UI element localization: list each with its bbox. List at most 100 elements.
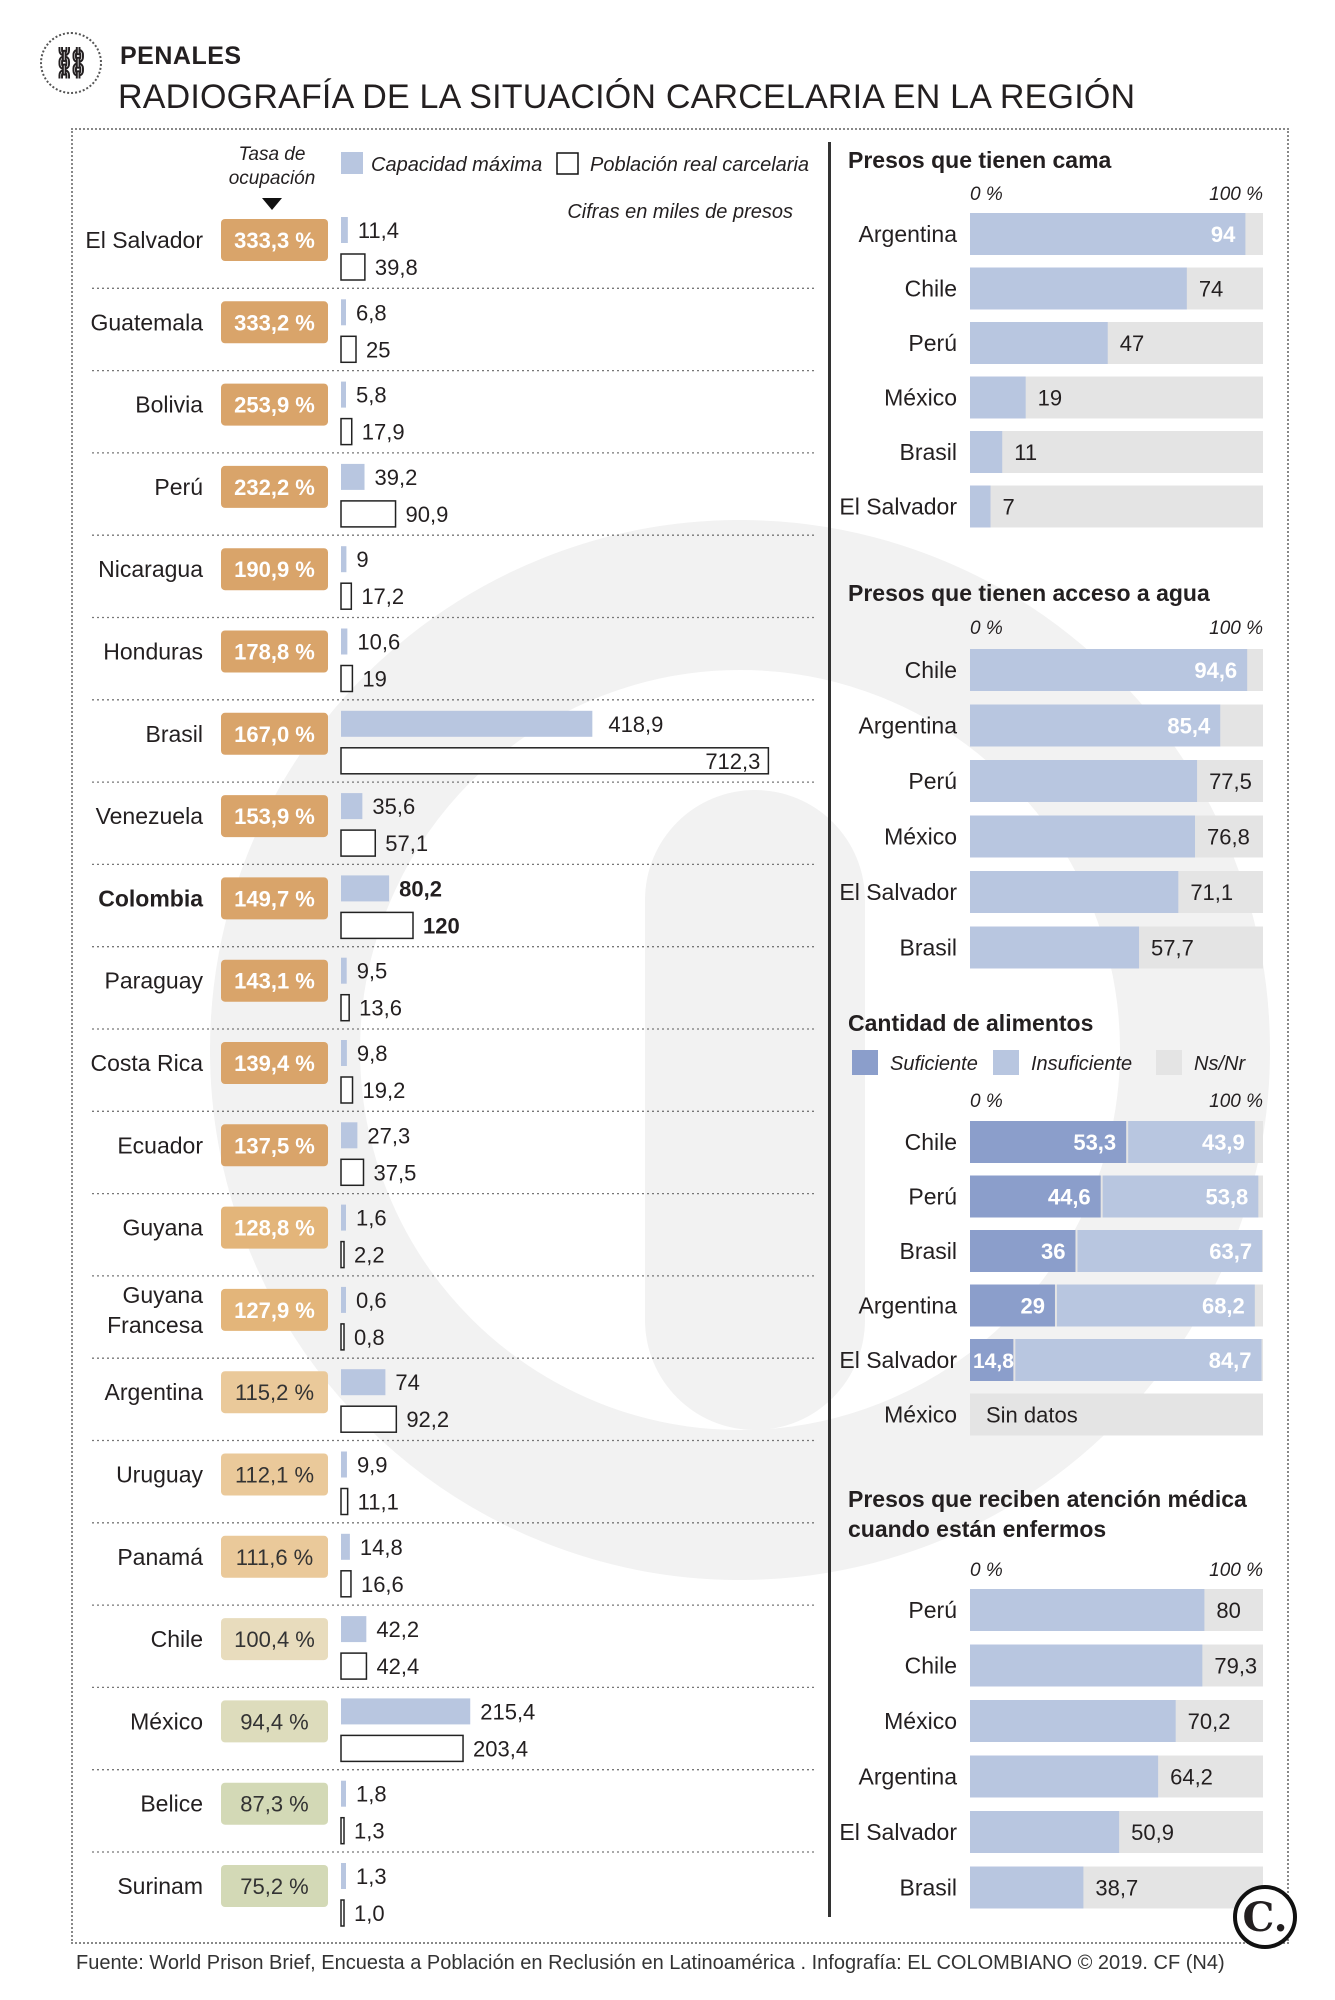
- units-note: Cifras en miles de presos: [567, 201, 793, 223]
- country-label: México: [884, 824, 957, 850]
- legend-swatch-nsnr: [1156, 1050, 1182, 1075]
- population-label: 92,2: [406, 1407, 449, 1432]
- rate-value: 94,4 %: [240, 1709, 309, 1734]
- legend-swatch-population: [556, 152, 579, 175]
- country-label: El Salvador: [839, 494, 957, 520]
- value-bar: [970, 1755, 1159, 1798]
- rate-value: 100,4 %: [234, 1627, 315, 1652]
- panel-title: Presos que tienen acceso a agua: [848, 580, 1210, 606]
- legend-label-population: Población real carcelaria: [590, 154, 809, 176]
- population-label: 712,3: [705, 749, 760, 774]
- capacity-bar: [341, 1369, 386, 1396]
- value-label: 47: [1120, 331, 1144, 356]
- sort-arrow-icon: [262, 198, 282, 210]
- insufficient-label: 43,9: [1202, 1130, 1245, 1155]
- capacity-label: 1,3: [356, 1864, 387, 1889]
- legend-label-sufficient: Suficiente: [890, 1053, 978, 1075]
- value-bar: [970, 649, 1248, 691]
- population-label: 19: [362, 667, 386, 692]
- sufficient-bar: [970, 1175, 1101, 1218]
- value-label: 94,6: [1194, 658, 1237, 683]
- population-bar: [340, 993, 350, 1022]
- capacity-bar: [341, 217, 348, 243]
- rate-badge: [221, 1535, 328, 1578]
- value-label: 50,9: [1131, 1820, 1174, 1845]
- country-label: Chile: [905, 657, 957, 683]
- country-label: Brasil: [145, 721, 203, 747]
- value-label: 85,4: [1167, 714, 1211, 739]
- value-bar: [970, 213, 1246, 255]
- capacity-label: 1,6: [356, 1206, 387, 1231]
- capacity-label: 9,8: [357, 1041, 388, 1066]
- population-bar: [340, 1323, 345, 1351]
- rate-value: 167,0 %: [234, 722, 315, 747]
- capacity-bar: [341, 1040, 347, 1066]
- capacity-bar: [341, 299, 346, 326]
- value-bar: [970, 376, 1026, 419]
- insufficient-label: 68,2: [1202, 1294, 1245, 1319]
- value-bar: [970, 926, 1140, 969]
- population-label: 17,2: [361, 584, 404, 609]
- rate-value: 232,2 %: [234, 475, 315, 500]
- legend-swatch-sufficient: [852, 1050, 878, 1075]
- value-label: 7: [1003, 495, 1015, 520]
- axis-max-label: 100 %: [1209, 184, 1263, 205]
- country-label: Chile: [905, 1653, 957, 1679]
- axis-min-label: 0 %: [970, 1091, 1003, 1112]
- country-label: Belice: [140, 1791, 203, 1817]
- capacity-label: 39,2: [375, 465, 418, 490]
- insufficient-label: 53,8: [1205, 1185, 1248, 1210]
- country-label: Perú: [908, 330, 957, 356]
- axis-max-label: 100 %: [1209, 1091, 1263, 1112]
- value-bar: [970, 1700, 1176, 1742]
- population-bar: [340, 1734, 464, 1763]
- population-bar: [340, 1240, 345, 1269]
- country-label: Brasil: [899, 935, 957, 961]
- insufficient-label: 84,7: [1209, 1348, 1252, 1373]
- country-label: Colombia: [98, 885, 203, 911]
- insufficient-bar: [1077, 1230, 1263, 1272]
- value-bar: [970, 760, 1198, 802]
- population-bar: [340, 664, 354, 693]
- capacity-label: 11,4: [358, 218, 399, 243]
- rate-value: 190,9 %: [234, 557, 315, 582]
- country-label: El Salvador: [839, 1819, 957, 1845]
- population-label: 37,5: [374, 1160, 417, 1185]
- capacity-label: 9,9: [357, 1453, 388, 1478]
- country-label: Argentina: [859, 1764, 958, 1790]
- value-bar: [970, 704, 1221, 747]
- population-bar: [340, 829, 377, 857]
- country-label: Ecuador: [117, 1132, 203, 1158]
- rate-badge: [221, 1782, 328, 1825]
- axis-min-label: 0 %: [970, 618, 1003, 639]
- sufficient-label: 14,8: [973, 1350, 1014, 1373]
- rate-value: 333,2 %: [234, 310, 315, 335]
- country-label: Costa Rica: [91, 1050, 204, 1076]
- sufficient-bar: [970, 1230, 1076, 1272]
- capacity-bar: [341, 546, 347, 573]
- capacity-bar: [341, 1863, 346, 1889]
- country-label: Perú: [908, 1597, 957, 1623]
- country-label: Guatemala: [90, 309, 203, 335]
- value-label: 94: [1211, 222, 1236, 247]
- country-label: Venezuela: [96, 803, 204, 829]
- value-bar: [970, 1811, 1120, 1853]
- country-label: Honduras: [103, 639, 203, 665]
- capacity-label: 80,2: [399, 876, 442, 901]
- population-bar: [340, 582, 353, 610]
- insufficient-label: 63,7: [1209, 1239, 1252, 1264]
- sufficient-label: 29: [1020, 1294, 1044, 1319]
- rate-value: 149,7 %: [234, 886, 315, 911]
- rate-header-line-1: Tasa de: [239, 144, 306, 165]
- panel-title: Cantidad de alimentos: [848, 1010, 1093, 1036]
- axis-min-label: 0 %: [970, 1560, 1003, 1581]
- rate-value: 75,2 %: [240, 1874, 309, 1899]
- value-label: 76,8: [1207, 825, 1250, 850]
- value-bar: [970, 267, 1187, 310]
- rate-badge: [221, 219, 328, 261]
- population-bar: [340, 417, 353, 446]
- section-kicker: PENALES: [120, 42, 242, 70]
- capacity-label: 74: [395, 1370, 419, 1395]
- rate-value: 111,6 %: [236, 1545, 313, 1570]
- country-label: Panamá: [117, 1544, 203, 1570]
